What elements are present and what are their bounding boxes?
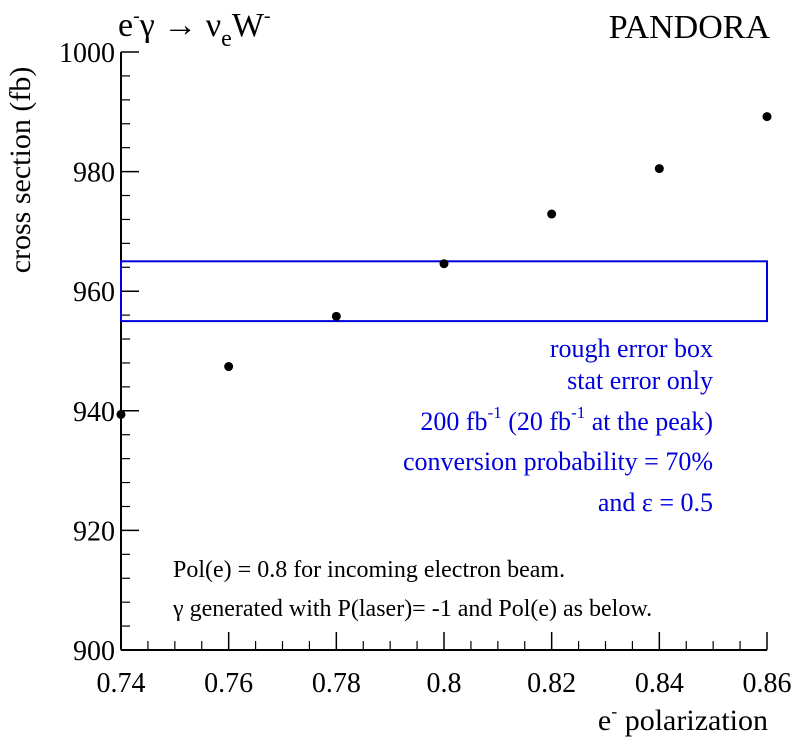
y-tick-label: 960 [73,277,115,308]
x-axis-label: e- polarization [598,701,768,737]
tick-labels: 0.74 0.76 0.78 0.8 0.82 0.84 0.86 900 920 940 960 9… [59,38,792,699]
x-tick-label: 0.82 [527,668,576,699]
y-tick-label: 920 [73,516,115,547]
data-point [224,362,234,372]
x-tick-label: 0.78 [312,668,361,699]
error-box [120,260,768,323]
data-point [439,259,449,269]
generator-label: PANDORA [609,9,771,46]
x-tick-label: 0.84 [635,668,684,699]
data-points [116,112,772,419]
x-tick-label: 0.74 [97,668,146,699]
y-tick-label: 1000 [59,38,115,69]
x-tick-label: 0.76 [204,668,253,699]
y-tick-label: 940 [73,397,115,428]
y-axis-label: cross section (fb) [4,67,37,274]
annotation-line-4: conversion probability = 70% [403,447,713,476]
beam-annotation-line-2: γ generated with P(laser)= -1 and Pol(e)… [172,596,652,622]
data-point [654,164,664,174]
error-box-annotation: rough error box stat error only 200 fb-1… [403,334,713,517]
annotation-line-5: and ε = 0.5 [598,488,713,517]
data-point [116,409,126,419]
data-point [547,209,557,219]
x-tick-label: 0.8 [427,668,462,699]
data-point [762,112,772,122]
ticks [120,51,768,651]
chart-title: e-γ → νeW- [118,5,271,52]
beam-annotation-line-1: Pol(e) = 0.8 for incoming electron beam. [173,557,565,583]
y-tick-label: 980 [73,158,115,189]
x-tick-label: 0.86 [743,668,792,699]
annotation-line-2: stat error only [567,366,713,395]
annotation-line-3: 200 fb-1 (20 fb-1 at the peak) [420,403,713,436]
data-point [331,311,341,321]
y-tick-label: 900 [73,636,115,667]
annotation-line-1: rough error box [550,334,713,363]
beam-annotation: Pol(e) = 0.8 for incoming electron beam.… [172,557,652,622]
